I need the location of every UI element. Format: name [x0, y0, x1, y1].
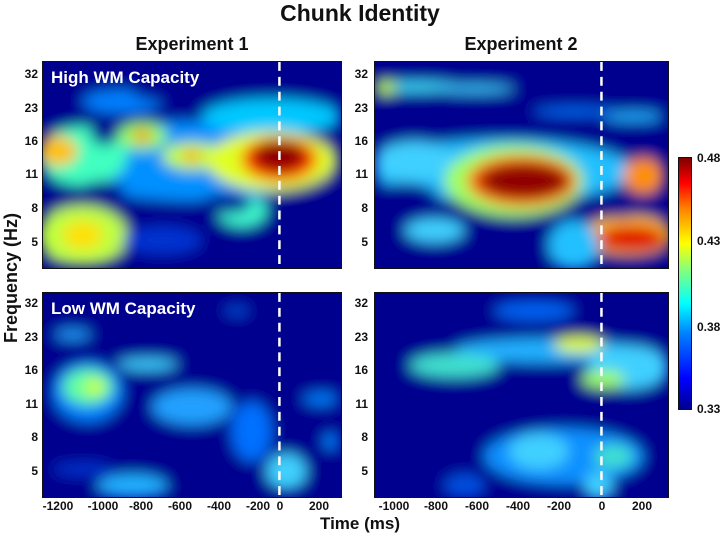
- ytick: 16: [24, 363, 38, 377]
- xtick: -400: [206, 499, 232, 513]
- heatmap-high-exp2: [375, 62, 668, 268]
- colorbar-tick: 0.38: [697, 320, 720, 334]
- figure-title: Chunk Identity: [280, 0, 440, 26]
- y-axis-label-text: Frequency (Hz): [1, 212, 21, 344]
- ytick: 8: [31, 430, 38, 444]
- x-axis-label: Time (ms): [320, 514, 400, 533]
- ytick: 23: [24, 101, 38, 115]
- ytick: 23: [24, 330, 38, 344]
- heatmap-panel-low-exp2: [374, 292, 669, 498]
- ytick: 23: [354, 101, 368, 115]
- xtick: 0: [598, 499, 606, 513]
- column-title-experiment-2: Experiment 2: [464, 34, 578, 54]
- ytick: 8: [31, 201, 38, 215]
- colorbar-tick: 0.33: [697, 402, 720, 416]
- xtick: -200: [546, 499, 572, 513]
- heatmap-panel-high-exp1: High WM Capacity: [42, 61, 342, 269]
- row-label-low-wm: Low WM Capacity: [51, 299, 196, 318]
- ytick: 8: [361, 430, 368, 444]
- ytick: 5: [361, 464, 368, 478]
- ytick: 32: [354, 67, 368, 81]
- ytick: 5: [361, 235, 368, 249]
- ytick: 16: [354, 134, 368, 148]
- ytick: 5: [31, 464, 38, 478]
- row-label-high-wm: High WM Capacity: [51, 68, 200, 87]
- ytick: 11: [355, 167, 368, 181]
- xtick: 0: [276, 499, 284, 513]
- xtick: -1200: [42, 499, 74, 513]
- colorbar: [678, 157, 692, 410]
- xtick: -800: [128, 499, 154, 513]
- column-title-experiment-1: Experiment 1: [135, 34, 249, 54]
- xtick: 200: [308, 499, 330, 513]
- colorbar-tick: 0.43: [697, 234, 720, 248]
- xtick: -600: [464, 499, 490, 513]
- xtick: -400: [505, 499, 531, 513]
- colorbar-tick: 0.48: [697, 151, 720, 165]
- ytick: 11: [25, 167, 38, 181]
- ytick: 32: [354, 296, 368, 310]
- ytick: 23: [354, 330, 368, 344]
- xtick: -1000: [87, 499, 119, 513]
- heatmap-panel-low-exp1: Low WM Capacity: [42, 292, 342, 498]
- xtick: -800: [423, 499, 449, 513]
- xtick: -200: [245, 499, 271, 513]
- xtick: -1000: [378, 499, 410, 513]
- ytick: 5: [31, 235, 38, 249]
- ytick: 32: [24, 67, 38, 81]
- heatmap-high-exp1: [43, 62, 341, 268]
- ytick: 11: [355, 397, 368, 411]
- ytick: 32: [24, 296, 38, 310]
- ytick: 11: [25, 397, 38, 411]
- xtick: 200: [631, 499, 653, 513]
- heatmap-low-exp2: [375, 293, 668, 497]
- heatmap-low-exp1: [43, 293, 341, 497]
- xtick: -600: [167, 499, 193, 513]
- heatmap-panel-high-exp2: [374, 61, 669, 269]
- ytick: 16: [354, 363, 368, 377]
- ytick: 16: [24, 134, 38, 148]
- ytick: 8: [361, 201, 368, 215]
